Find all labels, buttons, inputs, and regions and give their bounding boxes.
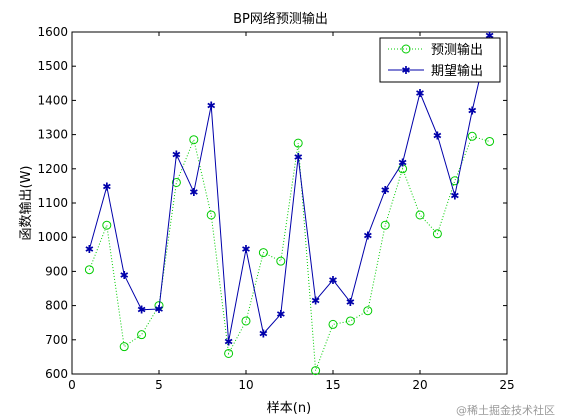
predicted-point bbox=[241, 316, 251, 326]
expected-point: ✱ bbox=[311, 294, 320, 307]
series-line-expected bbox=[88, 35, 491, 342]
x-tick-label: 15 bbox=[325, 378, 340, 392]
predicted-point bbox=[258, 248, 268, 258]
expected-point: ✱ bbox=[433, 129, 442, 142]
expected-point: ✱ bbox=[346, 296, 355, 309]
expected-point: ✱ bbox=[328, 274, 337, 287]
expected-point: ✱ bbox=[294, 151, 303, 164]
x-tick-label: 25 bbox=[499, 378, 514, 392]
expected-point: ✱ bbox=[450, 189, 459, 202]
y-axis-label: 函数输出(W) bbox=[18, 166, 34, 241]
predicted-point bbox=[154, 301, 164, 311]
predicted-point bbox=[293, 138, 303, 148]
predicted-point bbox=[363, 306, 373, 316]
predicted-point bbox=[276, 256, 286, 266]
expected-point: ✱ bbox=[381, 184, 390, 197]
y-tick-label: 700 bbox=[45, 333, 68, 347]
predicted-point bbox=[311, 366, 321, 376]
predicted-point bbox=[380, 220, 390, 230]
expected-point: ✱ bbox=[415, 87, 424, 100]
y-tick-label: 1200 bbox=[37, 162, 68, 176]
expected-point: ✱ bbox=[259, 328, 268, 341]
y-tick-label: 900 bbox=[45, 264, 68, 278]
expected-point: ✱ bbox=[172, 148, 181, 161]
legend-marker-predicted bbox=[401, 44, 411, 54]
x-tick-label: 20 bbox=[412, 378, 427, 392]
legend-box bbox=[379, 37, 501, 83]
x-tick-label: 5 bbox=[155, 378, 163, 392]
y-tick-label: 800 bbox=[45, 299, 68, 313]
predicted-point bbox=[137, 330, 147, 340]
y-tick-label: 1500 bbox=[37, 59, 68, 73]
expected-point: ✱ bbox=[398, 157, 407, 170]
legend: 预测输出 ✱ 期望输出 bbox=[379, 37, 501, 83]
y-tick-label: 1100 bbox=[37, 196, 68, 210]
expected-point: ✱ bbox=[241, 243, 250, 256]
expected-point: ✱ bbox=[468, 105, 477, 118]
expected-point: ✱ bbox=[224, 336, 233, 349]
expected-point: ✱ bbox=[102, 181, 111, 194]
predicted-point bbox=[102, 220, 112, 230]
predicted-point bbox=[206, 210, 216, 220]
x-tick-label: 10 bbox=[238, 378, 253, 392]
predicted-point bbox=[171, 177, 181, 187]
expected-point: ✱ bbox=[85, 243, 94, 256]
expected-point: ✱ bbox=[207, 100, 216, 113]
y-tick-label: 1600 bbox=[37, 25, 68, 39]
legend-label-predicted: 预测输出 bbox=[431, 42, 483, 58]
predicted-point bbox=[432, 229, 442, 239]
predicted-point bbox=[467, 131, 477, 141]
expected-point: ✱ bbox=[120, 269, 129, 282]
y-tick-label: 600 bbox=[45, 367, 68, 381]
y-tick-label: 1300 bbox=[37, 128, 68, 142]
expected-point: ✱ bbox=[189, 186, 198, 199]
predicted-point bbox=[84, 265, 94, 275]
expected-point: ✱ bbox=[276, 308, 285, 321]
legend-marker-expected: ✱ bbox=[401, 64, 410, 77]
y-tick-label: 1400 bbox=[37, 93, 68, 107]
expected-point: ✱ bbox=[154, 303, 163, 316]
predicted-point bbox=[189, 135, 199, 145]
predicted-point bbox=[224, 348, 234, 358]
predicted-point bbox=[415, 210, 425, 220]
watermark-text: @稀土掘金技术社区 bbox=[456, 404, 555, 417]
predicted-point bbox=[328, 319, 338, 329]
expected-point: ✱ bbox=[485, 29, 494, 42]
chart-title: BP网络预测输出 bbox=[233, 12, 328, 27]
x-axis-label: 样本(n) bbox=[267, 401, 311, 416]
predicted-point bbox=[345, 316, 355, 326]
legend-label-expected: 期望输出 bbox=[431, 63, 483, 79]
x-tick-label: 0 bbox=[68, 378, 76, 392]
expected-point: ✱ bbox=[137, 304, 146, 317]
predicted-point bbox=[485, 136, 495, 146]
expected-point: ✱ bbox=[363, 229, 372, 242]
predicted-point bbox=[119, 342, 129, 352]
y-tick-label: 1000 bbox=[37, 230, 68, 244]
